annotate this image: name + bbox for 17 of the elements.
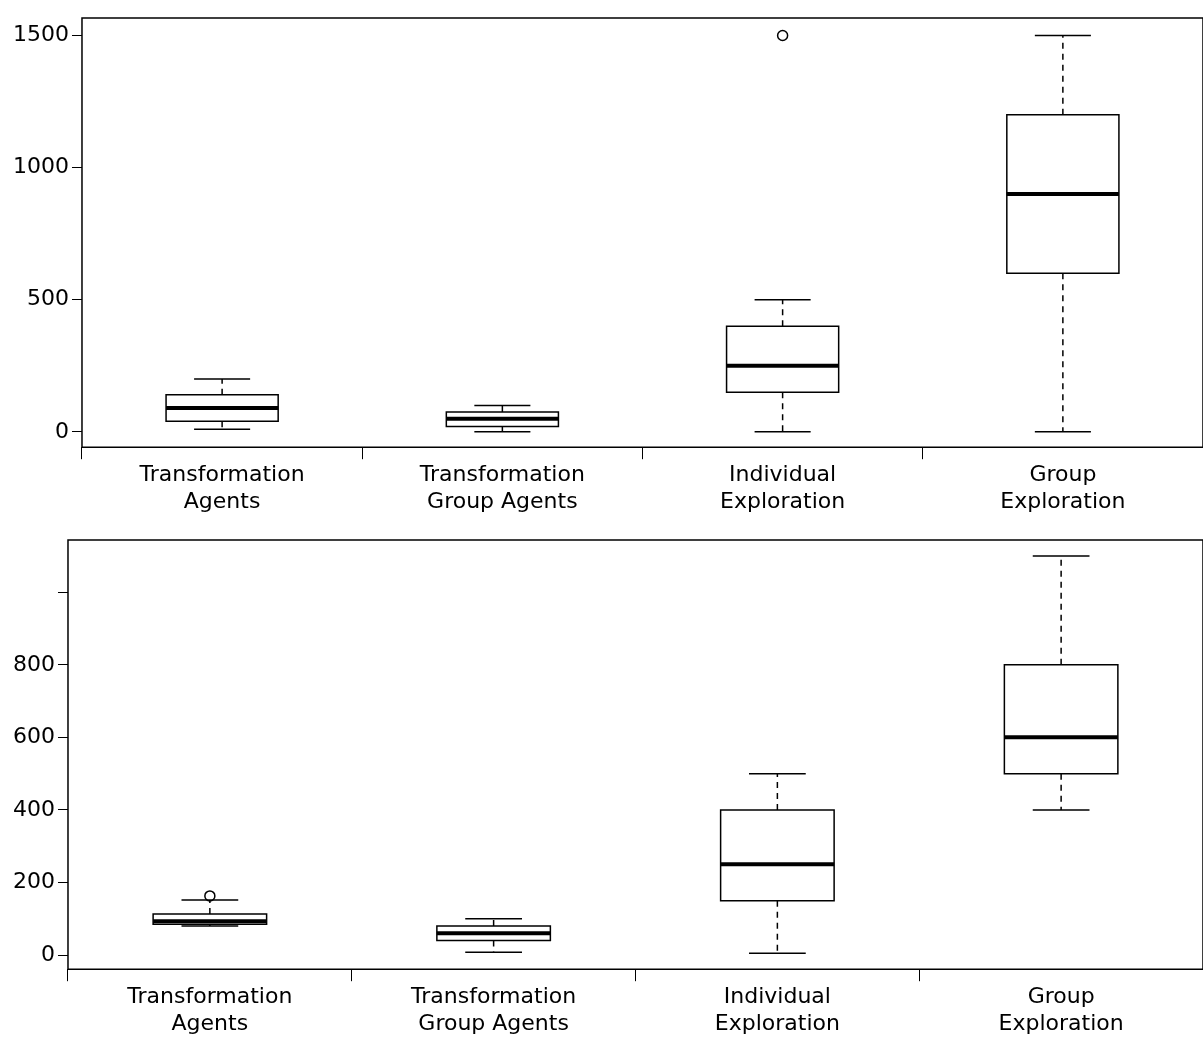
y-tick-label: 200 xyxy=(12,868,55,894)
x-tick-label: Transformation Group Agents xyxy=(410,983,577,1035)
x-tick-label: Transformation Agents xyxy=(138,461,305,513)
x-tick-label: Group Exploration xyxy=(998,983,1124,1035)
y-tick-label: 500 xyxy=(26,285,69,311)
x-tick-label: Transformation Agents xyxy=(126,983,293,1035)
y-tick-label: 1500 xyxy=(12,21,69,47)
y-tick-label: 0 xyxy=(40,940,55,966)
y-tick-label: 0 xyxy=(54,417,69,443)
y-tick-label: 800 xyxy=(12,650,55,676)
y-tick-label: 1000 xyxy=(12,153,69,179)
y-tick-label: 400 xyxy=(12,795,55,821)
y-tick-label: 600 xyxy=(12,723,55,749)
x-tick-label: Individual Exploration xyxy=(714,983,840,1035)
x-tick-label: Individual Exploration xyxy=(720,461,846,513)
x-tick-label: Group Exploration xyxy=(1000,461,1126,513)
x-tick-label: Transformation Group Agents xyxy=(418,461,585,513)
